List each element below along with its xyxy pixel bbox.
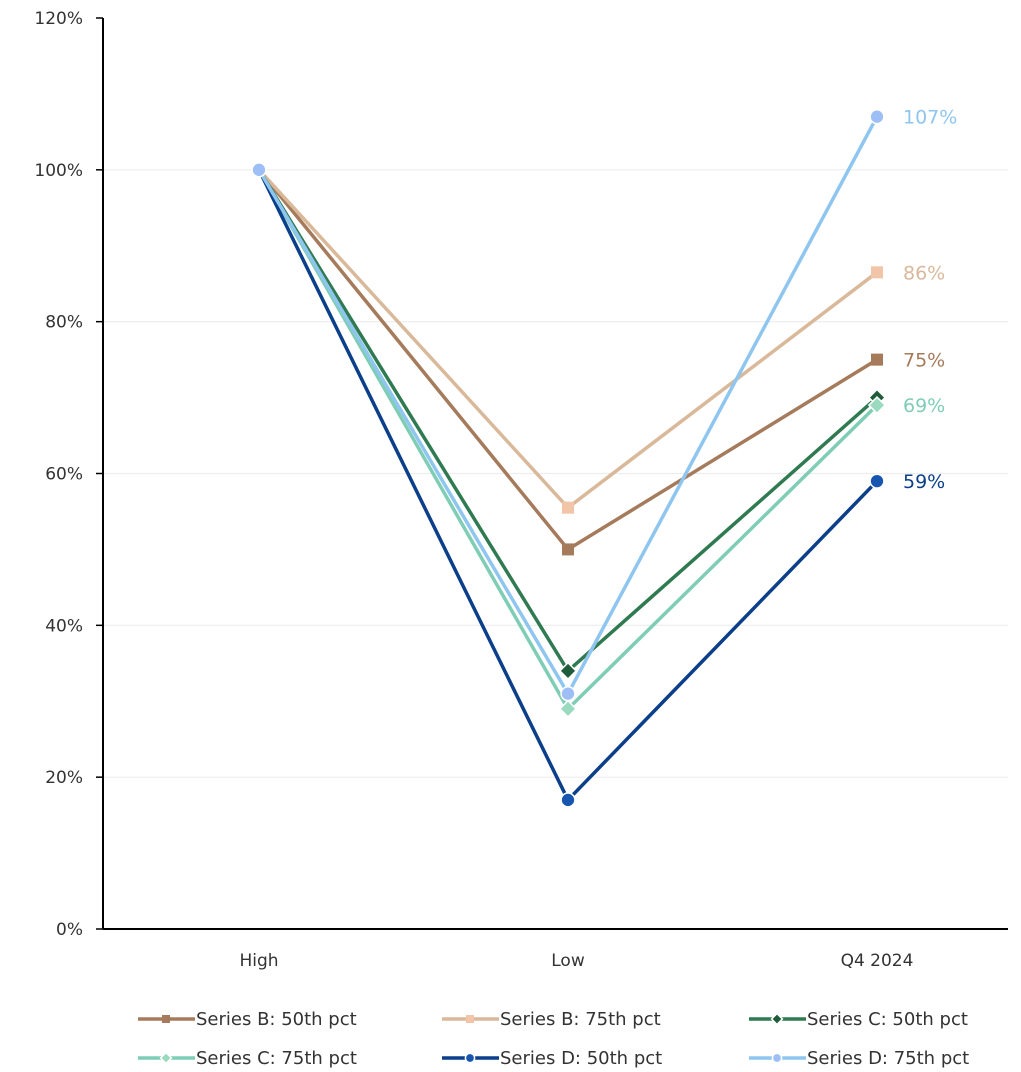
legend-label: Series C: 75th pct [196, 1048, 357, 1069]
legend-item: Series D: 75th pct [749, 1048, 969, 1069]
series-markers [560, 473, 885, 808]
data-point [562, 543, 574, 556]
legend-item: Series B: 50th pct [138, 1009, 357, 1030]
data-point [770, 1012, 784, 1026]
data-label: 107% [903, 107, 957, 129]
data-point [867, 396, 887, 415]
data-point [466, 1015, 474, 1023]
data-point [560, 686, 576, 702]
series-path [257, 168, 879, 711]
data-labels: 75% 86% 69% 59% 107% [903, 107, 957, 493]
y-tick-label: 120% [34, 9, 83, 29]
legend: Series B: 50th pct Series B: 75th pct Seri… [138, 1009, 969, 1069]
x-tick-label: Low [551, 951, 585, 971]
legend-label: Series B: 50th pct [196, 1009, 357, 1030]
data-point [871, 353, 883, 366]
data-point [871, 266, 883, 279]
data-point [869, 109, 885, 125]
series-markers [558, 396, 887, 719]
series-path [257, 115, 879, 696]
data-point [771, 1052, 783, 1064]
axes: 0% 20% 40% 60% 80% 100% 120% High Low Q4 2024 [34, 9, 1008, 971]
legend-item: Series B: 75th pct [442, 1009, 661, 1030]
series-line [257, 168, 879, 510]
series-markers [562, 353, 883, 556]
x-tick-label: Q4 2024 [841, 951, 914, 971]
data-point [251, 162, 267, 178]
series [251, 109, 887, 808]
y-tick-label: 20% [45, 768, 83, 788]
y-tick-label: 0% [56, 920, 83, 940]
data-point [869, 473, 885, 489]
y-tick-label: 80% [45, 313, 83, 333]
legend-label: Series B: 75th pct [500, 1009, 661, 1030]
data-label: 59% [903, 471, 945, 493]
legend-label: Series D: 75th pct [807, 1048, 969, 1069]
y-tick-label: 100% [34, 161, 83, 181]
data-label: 75% [903, 350, 945, 372]
legend-item: Series C: 50th pct [749, 1009, 968, 1030]
data-point [560, 792, 576, 808]
data-point [159, 1051, 173, 1065]
data-label: 69% [903, 395, 945, 417]
data-point [162, 1015, 170, 1023]
series-line [257, 168, 879, 673]
legend-label: Series C: 50th pct [807, 1009, 968, 1030]
series-markers [251, 109, 885, 702]
series-markers [562, 266, 883, 514]
data-point [558, 699, 578, 719]
x-tick-label: High [239, 951, 278, 971]
series-line [257, 168, 879, 711]
legend-item: Series C: 75th pct [138, 1048, 357, 1069]
y-tick-label: 40% [45, 616, 83, 636]
legend-label: Series D: 50th pct [500, 1048, 662, 1069]
data-point [464, 1052, 476, 1064]
data-label: 86% [903, 262, 945, 284]
legend-item: Series D: 50th pct [442, 1048, 662, 1069]
series-path [257, 168, 879, 510]
data-point [558, 661, 578, 681]
y-tick-label: 60% [45, 465, 83, 485]
data-point [562, 501, 574, 514]
series-line [257, 115, 879, 696]
series-path [257, 168, 879, 673]
